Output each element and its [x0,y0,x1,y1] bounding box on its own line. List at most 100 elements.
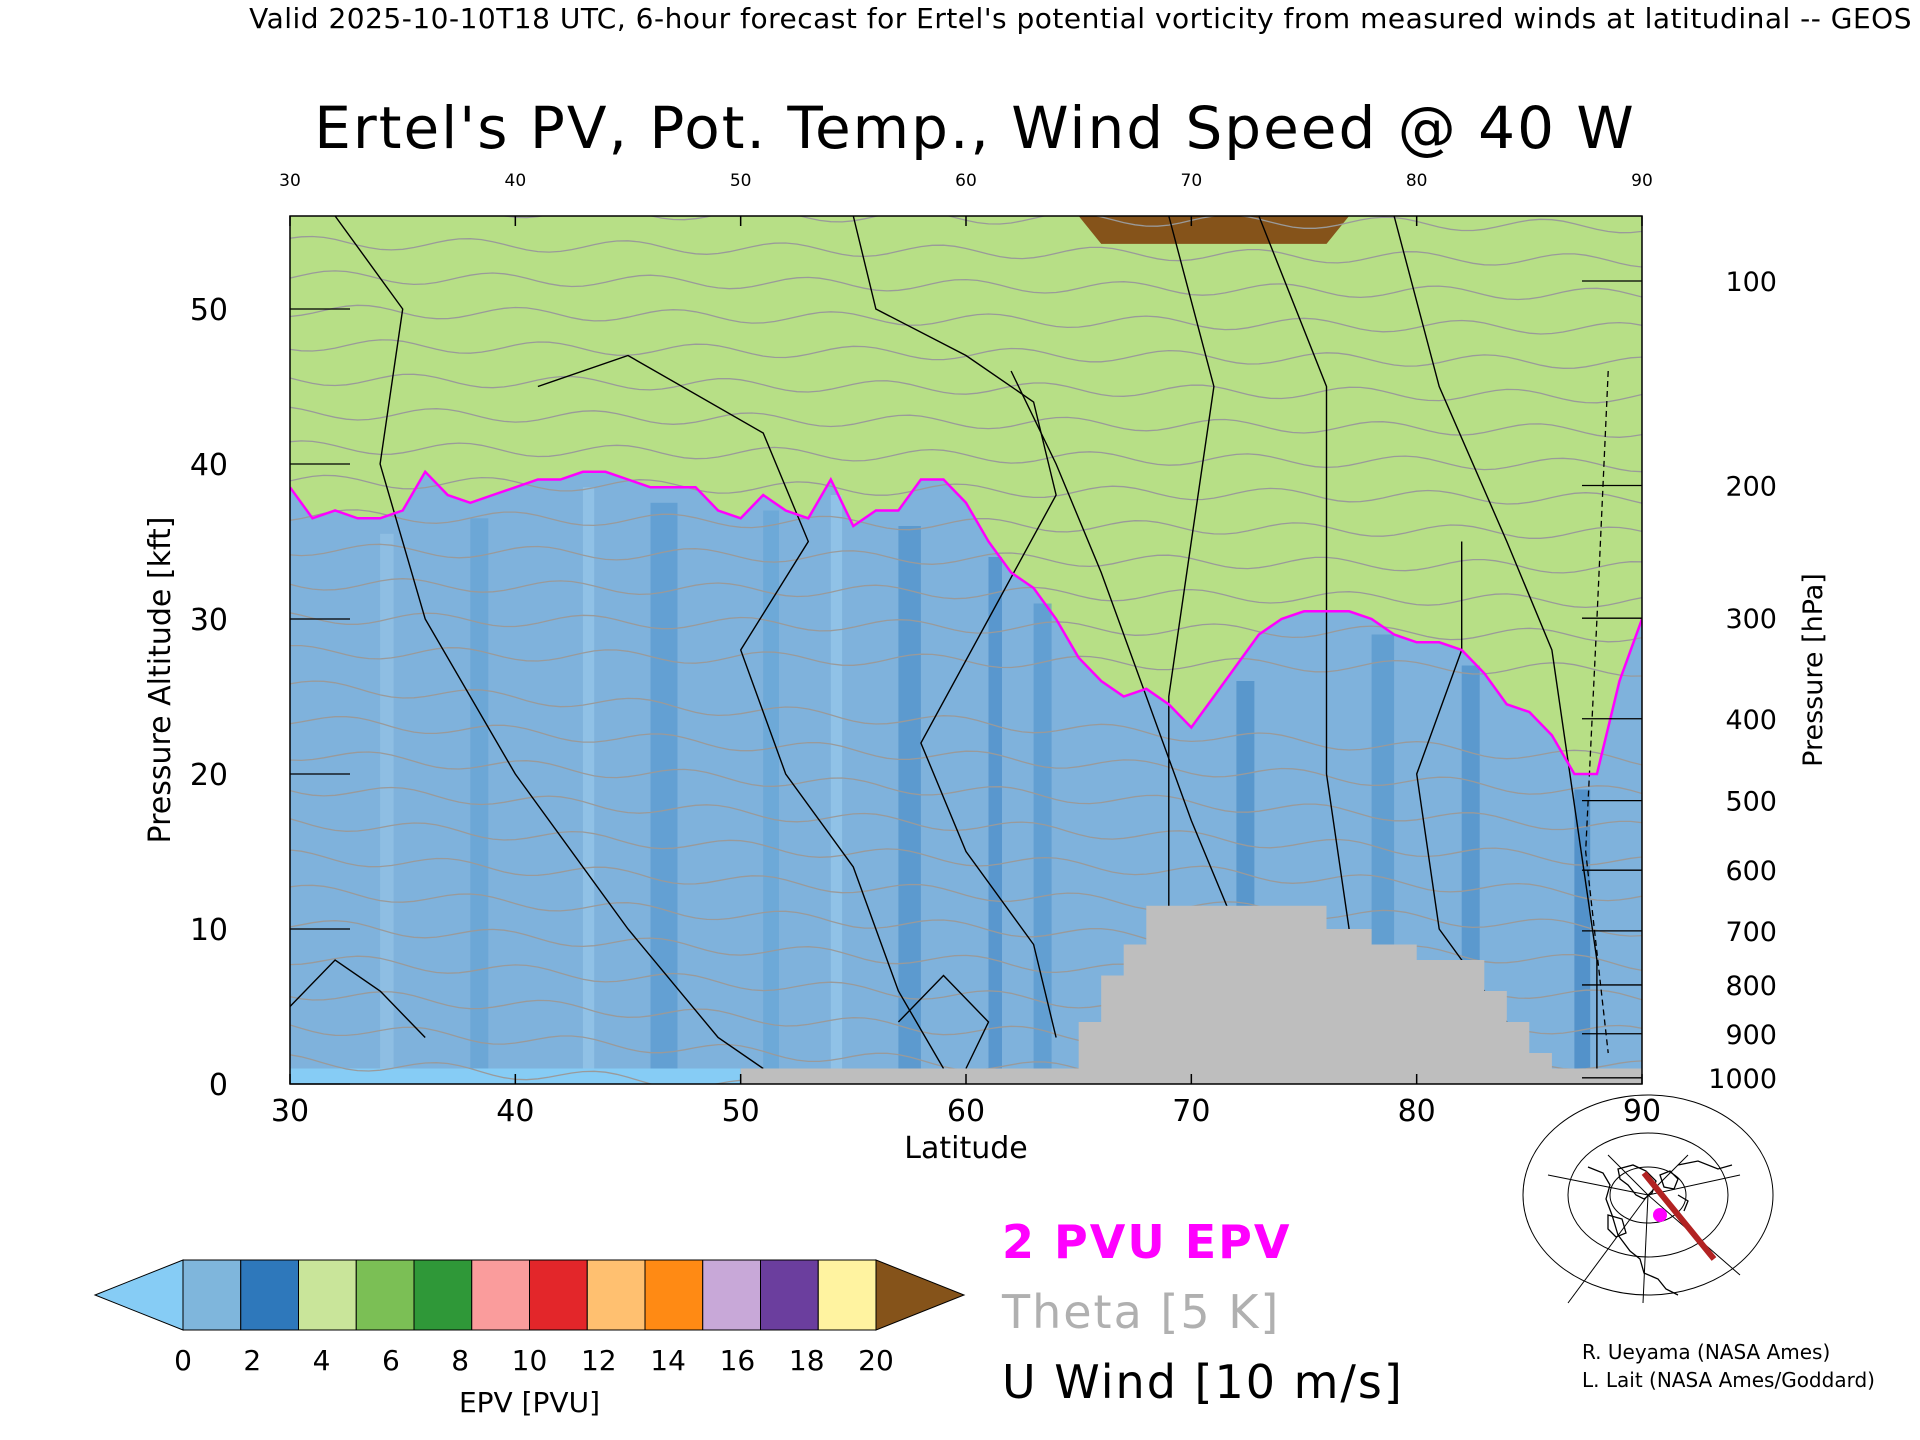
epv-streak [830,495,843,1084]
colorbar-tick-label: 18 [789,1344,825,1377]
epv-streak [470,518,489,1084]
colorbar-tick-label: 20 [858,1344,894,1377]
x-tick-label-top: 80 [1406,171,1428,191]
y-tick-label-right: 700 [1725,917,1777,948]
x-tick-label: 30 [271,1094,309,1129]
theta-contour [290,543,1642,574]
colorbar-segment [355,1259,415,1331]
y-tick-label-left: 20 [190,758,228,793]
u-wind-contour [334,216,764,1070]
x-tick-label: 50 [722,1094,760,1129]
y-tick-label-left: 0 [209,1068,228,1103]
inset-map-track-marker [1653,1208,1667,1222]
legend-epv: 2 PVU EPV [1002,1215,1292,1269]
colorbar-segment [760,1259,819,1331]
theta-contour [290,373,1642,404]
y-tick-label-right: 200 [1725,471,1777,502]
colorbar-tick-label: 10 [512,1344,548,1377]
colorbar-label: EPV [PVU] [459,1386,600,1419]
theta-contour [290,578,1642,609]
colorbar-segment [471,1259,530,1331]
credit-line-1: R. Ueyama (NASA Ames) [1582,1340,1831,1364]
colorbar: 0 2 4 6 8 10 12 14 16 18 20 EPV [PVU] [93,1259,966,1419]
colorbar-segment [586,1259,646,1331]
troposphere-texture [290,487,1591,1084]
x-tick-label: 40 [496,1094,534,1129]
theta-contour [290,406,1642,438]
u-wind-contour [852,216,1057,1038]
theta-contour [290,270,1642,301]
colorbar-segment [413,1259,473,1331]
header-valid-time: Valid 2025-10-10T18 UTC, 6-hour forecast… [249,2,1912,35]
epv-streak [650,502,678,1084]
u-wind-contour [1168,216,1215,960]
epv-streak [1033,603,1052,1084]
colorbar-under-arrow [93,1259,184,1331]
u-wind-contour-negative [1585,370,1609,1054]
theta-contour [290,818,1642,902]
colorbar-segment [240,1259,299,1331]
epv-band-high [1078,216,1350,244]
theta-contour [290,849,1642,937]
y-axis-label-right: Pressure [hPa] [1798,573,1829,767]
u-wind-contour [290,959,426,1038]
inset-map-graticule [1522,1094,1774,1304]
legend-theta: Theta [5 K] [1002,1285,1281,1339]
y-axis-label-left: Pressure Altitude [kft] [143,517,178,844]
x-axis-label: Latitude [904,1131,1027,1166]
theta-contour [290,304,1642,335]
inset-map-coastlines [1587,1160,1733,1296]
colorbar-tick-label: 0 [174,1344,192,1377]
theta-contour [290,786,1642,866]
theta-contour [290,509,1642,539]
colorbar-segment [529,1259,588,1331]
theta-contour [290,339,1642,369]
x-tick-label-top: 50 [730,171,752,191]
colorbar-tick-label: 16 [720,1344,756,1377]
y-tick-label-left: 30 [190,603,228,638]
epv-streak [763,510,779,1084]
x-tick-label-top: 40 [505,171,527,191]
x-tick-label-top: 70 [1181,171,1203,191]
u-wind-contour [897,974,990,1069]
theta-contour [290,680,1642,766]
x-tick-label-top: 30 [279,171,301,191]
epv-streak [1574,789,1591,1084]
colorbar-segment [644,1259,704,1331]
y-tick-label-left: 50 [190,293,228,328]
inset-map-track-line [1641,1171,1717,1261]
colorbar-tick-label: 2 [243,1344,261,1377]
u-wind-contour [1393,216,1598,1069]
terrain-mask [290,905,1642,1084]
y-tick-label-right: 900 [1725,1020,1777,1051]
epv-streak [380,533,394,1084]
x-tick-label-top: 90 [1631,171,1653,191]
y-tick-label-left: 10 [190,913,228,948]
y-tick-label-left: 40 [190,448,228,483]
credit-line-2: L. Lait (NASA Ames/Goddard) [1582,1368,1875,1392]
colorbar-segment [817,1259,877,1331]
y-tick-label-right: 300 [1725,604,1777,635]
colorbar-tick-label: 8 [451,1344,469,1377]
u-wind-contours [290,216,1609,1070]
y-tick-label-right: 400 [1725,705,1777,736]
u-wind-contour [537,354,945,1069]
colorbar-segment [182,1259,242,1331]
legend-u-wind: U Wind [10 m/s] [1002,1355,1404,1409]
epv-streak [582,487,595,1084]
axes: 30 30 40 40 50 50 60 60 70 70 80 80 90 90 Latitude 0 10 2… [143,171,1829,1166]
x-tick-label: 80 [1398,1094,1436,1129]
plot-area [290,216,1642,1084]
x-tick-label-top: 60 [955,171,977,191]
inset-map [1522,1094,1774,1304]
theta-contour [290,474,1642,505]
colorbar-tick-label: 4 [313,1344,331,1377]
y-tick-label-right: 1000 [1708,1064,1777,1095]
y-tick-label-right: 100 [1725,267,1777,298]
tropopause-2pvu-line [290,469,1642,776]
epv-streak [988,557,1002,1084]
colorbar-tick-label: 14 [650,1344,686,1377]
x-tick-label: 60 [947,1094,985,1129]
colorbar-tick-label: 12 [581,1344,617,1377]
